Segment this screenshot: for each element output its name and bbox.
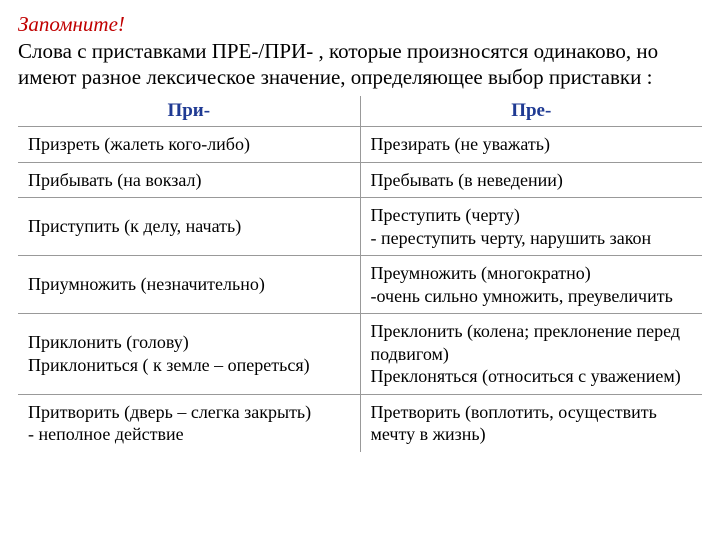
remember-word: Запомните (18, 12, 118, 36)
cell-pre: Презирать (не уважать) (360, 127, 702, 163)
intro-text: Слова с приставками ПРЕ-/ПРИ- , которые … (18, 39, 702, 90)
table-row: Приступить (к делу, начать)Преступить (ч… (18, 198, 702, 256)
cell-pri: Притворить (дверь – слегка закрыть)- неп… (18, 394, 360, 452)
col-header-pre: Пре- (360, 96, 702, 127)
cell-pri: Приумножить (незначительно) (18, 256, 360, 314)
cell-pre: Преумножить (многократно)-очень сильно у… (360, 256, 702, 314)
heading-remember: Запомните! (18, 12, 702, 37)
cell-pre: Преклонить (колена; преклонение перед по… (360, 314, 702, 395)
table-row: Призреть (жалеть кого-либо)Презирать (не… (18, 127, 702, 163)
cell-pre: Претворить (воплотить, осуществить мечту… (360, 394, 702, 452)
cell-pri: Приступить (к делу, начать) (18, 198, 360, 256)
table-row: Приклонить (голову)Приклониться ( к земл… (18, 314, 702, 395)
prefix-table: При- Пре- Призреть (жалеть кого-либо)Пре… (18, 96, 702, 452)
cell-pri: Призреть (жалеть кого-либо) (18, 127, 360, 163)
col-header-pri: При- (18, 96, 360, 127)
cell-pri: Приклонить (голову)Приклониться ( к земл… (18, 314, 360, 395)
table-header-row: При- Пре- (18, 96, 702, 127)
table-row: Притворить (дверь – слегка закрыть)- неп… (18, 394, 702, 452)
cell-pri: Прибывать (на вокзал) (18, 162, 360, 198)
cell-pre: Преступить (черту)- переступить черту, н… (360, 198, 702, 256)
table-row: Прибывать (на вокзал)Пребывать (в неведе… (18, 162, 702, 198)
table-row: Приумножить (незначительно)Преумножить (… (18, 256, 702, 314)
cell-pre: Пребывать (в неведении) (360, 162, 702, 198)
remember-exclam: ! (118, 12, 125, 36)
